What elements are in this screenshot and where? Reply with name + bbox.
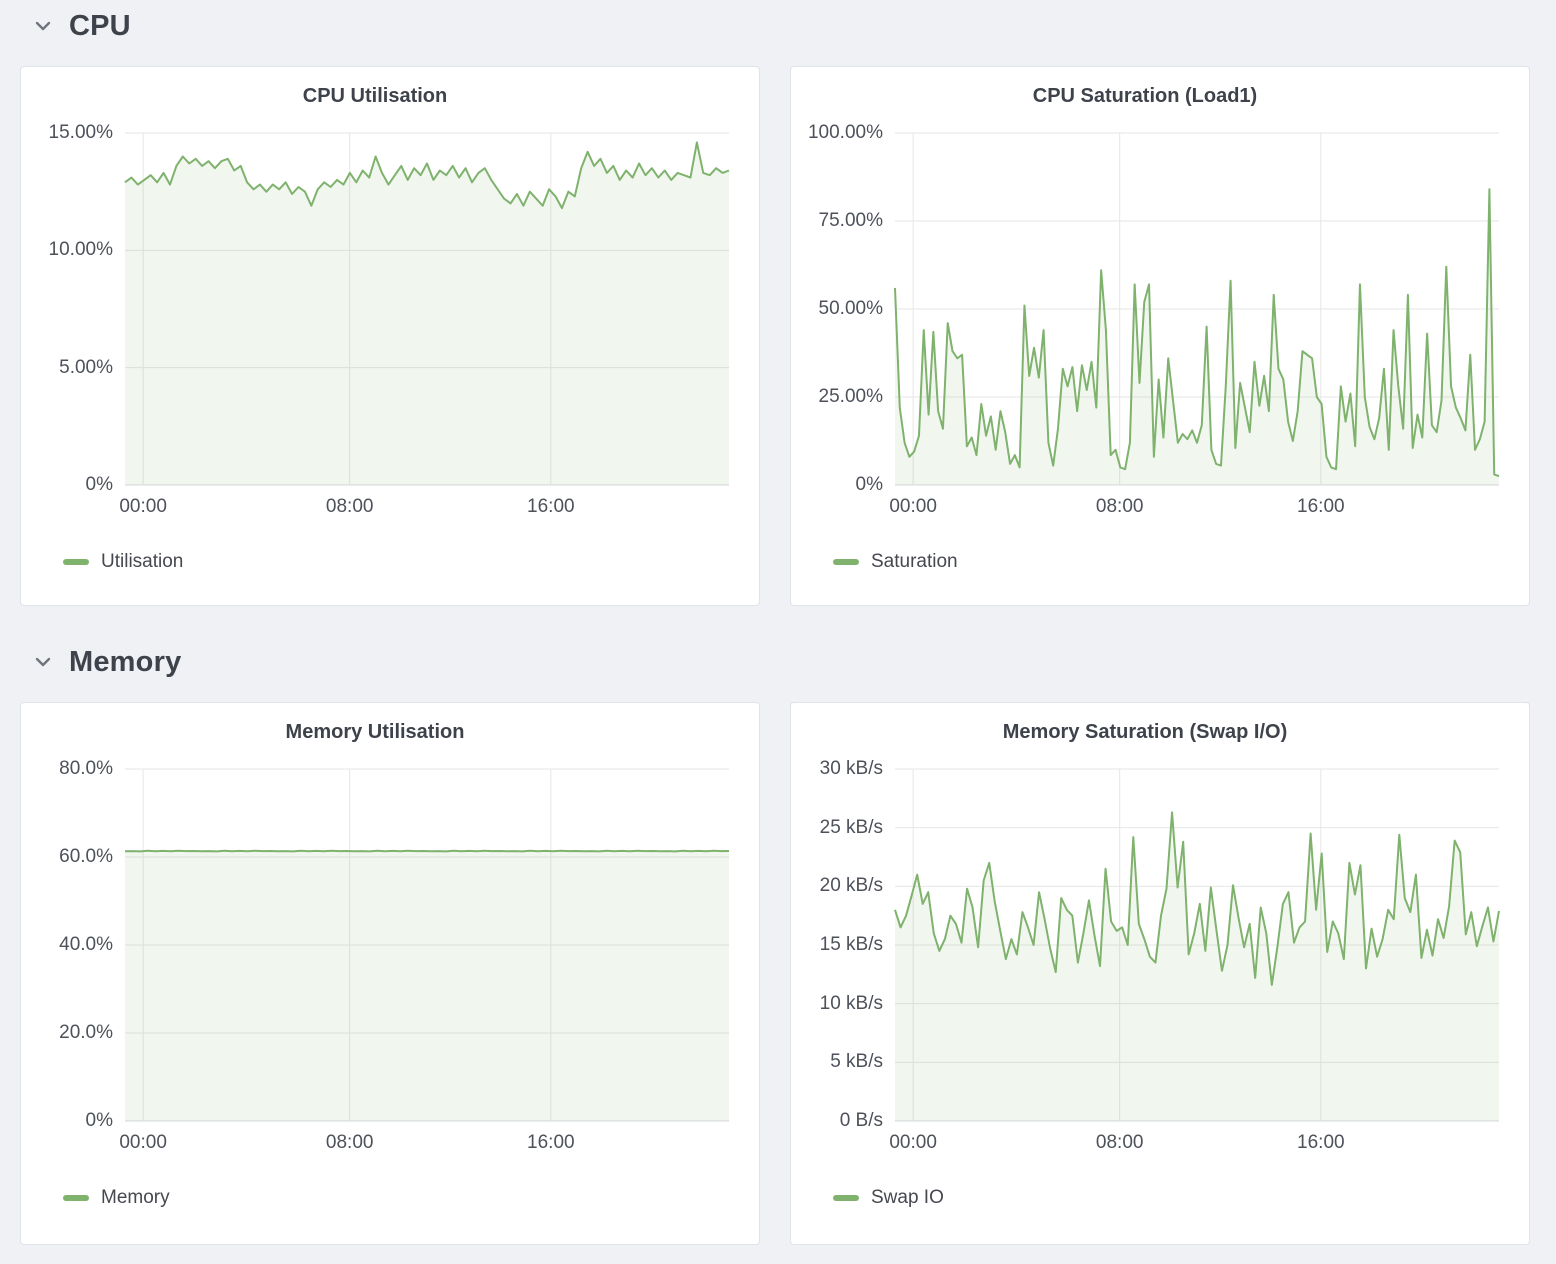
- legend-item[interactable]: Saturation: [833, 551, 1499, 573]
- legend-label: Memory: [101, 1187, 170, 1208]
- x-axis: 00:00 08:00 16:00: [119, 1121, 729, 1163]
- legend-item[interactable]: Memory: [63, 1187, 729, 1209]
- x-axis: 00:00 08:00 16:00: [889, 485, 1499, 527]
- chart-area: 0% 25.00% 50.00% 75.00% 100.00%: [791, 122, 1499, 495]
- y-tick-label: 15 kB/s: [819, 934, 883, 955]
- panel-row-cpu: CPU Utilisation 0% 5.00% 10.00% 15.00% 00:0…: [20, 66, 1530, 606]
- section-header-cpu[interactable]: CPU: [32, 6, 1530, 46]
- panel-memory-utilisation: Memory Utilisation 0% 20.0% 40.0% 60.0% 80.0…: [20, 702, 760, 1245]
- plot-area[interactable]: [125, 769, 729, 1121]
- y-tick-label: 25.00%: [818, 386, 883, 407]
- x-tick-label: 16:00: [1297, 496, 1345, 517]
- legend-item[interactable]: Swap IO: [833, 1187, 1499, 1209]
- plot-area[interactable]: [125, 133, 729, 485]
- chevron-down-icon: [32, 15, 54, 37]
- x-tick-label: 00:00: [889, 496, 937, 517]
- panel-cpu-utilisation: CPU Utilisation 0% 5.00% 10.00% 15.00% 00:0…: [20, 66, 760, 606]
- plot-area[interactable]: [895, 133, 1499, 485]
- y-tick-label: 15.00%: [48, 122, 113, 143]
- legend-label: Saturation: [871, 551, 958, 572]
- section-title-memory: Memory: [69, 645, 182, 678]
- x-axis: 00:00 08:00 16:00: [889, 1121, 1499, 1163]
- chart-area: 0 B/s 5 kB/s 10 kB/s 15 kB/s 20 kB/s 25 kB/s 3…: [791, 758, 1499, 1131]
- y-tick-label: 30 kB/s: [819, 758, 883, 779]
- x-tick-label: 00:00: [119, 496, 167, 517]
- panel-title[interactable]: CPU Utilisation: [302, 85, 448, 107]
- y-tick-label: 5.00%: [59, 356, 113, 378]
- x-axis: 00:00 08:00 16:00: [119, 485, 729, 527]
- y-tick-label: 50.00%: [818, 298, 883, 319]
- y-tick-label: 20.0%: [59, 1022, 113, 1043]
- y-tick-label: 10.00%: [48, 239, 113, 261]
- x-tick-label: 08:00: [325, 1132, 374, 1153]
- legend-series-dash-icon: [833, 559, 859, 565]
- x-tick-label: 00:00: [119, 1132, 167, 1153]
- y-tick-label: 0%: [85, 474, 113, 495]
- y-tick-label: 25 kB/s: [819, 816, 883, 838]
- y-tick-label: 100.00%: [807, 122, 883, 143]
- section-memory: Memory Memory Utilisation 0% 20.0% 40.0% 60…: [20, 642, 1530, 1245]
- legend-series-dash-icon: [833, 1195, 859, 1201]
- y-tick-label: 80.0%: [59, 758, 113, 779]
- y-tick-label: 0%: [85, 1110, 113, 1131]
- y-tick-label: 40.0%: [59, 934, 113, 955]
- y-tick-label: 0 B/s: [839, 1110, 883, 1131]
- x-tick-label: 08:00: [1095, 496, 1144, 517]
- panel-title[interactable]: CPU Saturation (Load1): [1032, 85, 1258, 107]
- legend-series-dash-icon: [63, 1195, 89, 1201]
- panel-row-memory: Memory Utilisation 0% 20.0% 40.0% 60.0% 80.0…: [20, 702, 1530, 1245]
- x-tick-label: 16:00: [1297, 1132, 1345, 1153]
- x-tick-label: 08:00: [1095, 1132, 1144, 1153]
- y-axis: 0% 20.0% 40.0% 60.0% 80.0%: [21, 758, 125, 1131]
- y-tick-label: 0%: [855, 474, 883, 495]
- legend-series-dash-icon: [63, 559, 89, 565]
- chevron-down-icon: [32, 651, 54, 673]
- y-tick-label: 60.0%: [59, 846, 113, 867]
- x-tick-label: 08:00: [325, 496, 374, 517]
- x-tick-label: 16:00: [527, 1132, 575, 1153]
- y-axis: 0 B/s 5 kB/s 10 kB/s 15 kB/s 20 kB/s 25 kB/s 3…: [791, 758, 895, 1131]
- y-tick-label: 75.00%: [818, 210, 883, 231]
- panel-cpu-saturation-load1: CPU Saturation (Load1) 0% 25.00% 50.00% 75.…: [790, 66, 1530, 606]
- y-tick-label: 5 kB/s: [830, 1051, 883, 1073]
- legend-item[interactable]: Utilisation: [63, 551, 729, 573]
- y-tick-label: 20 kB/s: [819, 875, 883, 897]
- legend-label: Utilisation: [101, 551, 184, 572]
- x-tick-label: 16:00: [527, 496, 575, 517]
- section-title-cpu: CPU: [69, 9, 131, 42]
- panel-memory-saturation-swap-i-o: Memory Saturation (Swap I/O) 0 B/s 5 kB/s…: [790, 702, 1530, 1245]
- section-header-memory[interactable]: Memory: [32, 642, 1530, 682]
- chart-area: 0% 5.00% 10.00% 15.00%: [21, 122, 729, 495]
- legend-label: Swap IO: [871, 1187, 944, 1208]
- panel-title[interactable]: Memory Saturation (Swap I/O): [1002, 721, 1288, 743]
- section-cpu: CPU CPU Utilisation 0% 5.00% 10.00% 15.00% …: [20, 6, 1530, 606]
- y-axis: 0% 25.00% 50.00% 75.00% 100.00%: [791, 122, 895, 495]
- y-axis: 0% 5.00% 10.00% 15.00%: [21, 122, 125, 495]
- panel-title[interactable]: Memory Utilisation: [285, 721, 465, 743]
- y-tick-label: 10 kB/s: [819, 992, 883, 1014]
- chart-area: 0% 20.0% 40.0% 60.0% 80.0%: [21, 758, 729, 1131]
- plot-area[interactable]: [895, 769, 1499, 1121]
- x-tick-label: 00:00: [889, 1132, 937, 1153]
